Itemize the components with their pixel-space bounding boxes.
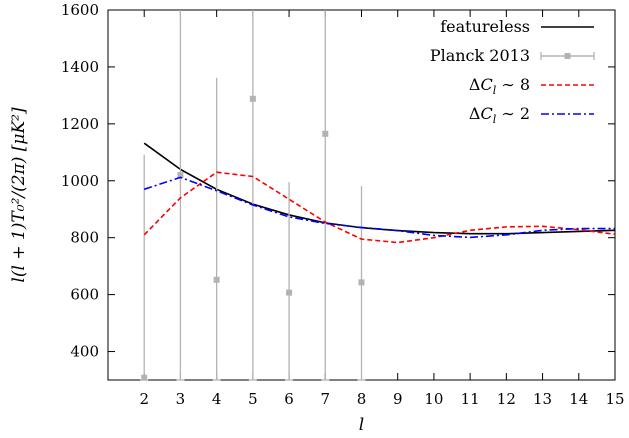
- axes: 2 3 4 5 6 7 8 9 10 11 12 13 14 15 400 600 800 1000 1200 140…: [61, 1, 625, 408]
- x-tick-label: 2: [139, 390, 149, 408]
- series-line: [143, 176, 615, 239]
- x-tick-label: 9: [393, 390, 403, 408]
- x-tick-label: 11: [461, 390, 480, 408]
- data-point: [322, 130, 329, 137]
- legend-label: ΔCl ∼ 2: [469, 104, 530, 126]
- x-tick-label: 4: [212, 390, 222, 408]
- y-tick-label: 400: [70, 343, 99, 361]
- y-tick-label: 1200: [61, 115, 99, 133]
- series-layer: [140, 10, 616, 381]
- data-point: [141, 374, 148, 381]
- data-point: [177, 172, 184, 179]
- series-line: [143, 142, 616, 235]
- legend-item-1: Planck 2013: [430, 46, 595, 65]
- y-tick-label: 600: [70, 286, 99, 304]
- x-tick-label: 6: [284, 390, 294, 408]
- series-line: [143, 171, 616, 244]
- data-point: [358, 279, 365, 286]
- y-tick-label: 1000: [61, 172, 99, 190]
- x-axis-label: l: [359, 415, 364, 435]
- legend-item-0: featureless: [440, 17, 594, 36]
- y-tick-label: 1600: [61, 1, 99, 19]
- legend-label: ΔCl ∼ 8: [469, 75, 530, 97]
- data-point: [249, 95, 256, 102]
- y-tick-label: 800: [70, 229, 99, 247]
- legend-item-2: ΔCl ∼ 8: [469, 75, 594, 97]
- data-point: [286, 289, 293, 296]
- series-0: [143, 142, 616, 235]
- x-tick-label: 7: [321, 390, 331, 408]
- x-tick-label: 15: [605, 390, 624, 408]
- x-tick-label: 13: [533, 390, 552, 408]
- legend-marker: [564, 53, 571, 59]
- legend-label: Planck 2013: [430, 46, 530, 65]
- series-2: [143, 171, 616, 244]
- x-tick-label: 3: [176, 390, 186, 408]
- x-tick-label: 5: [248, 390, 258, 408]
- x-tick-label: 10: [424, 390, 443, 408]
- legend-item-3: ΔCl ∼ 2: [469, 104, 594, 126]
- y-axis-label: l(l + 1)T₀²/(2π) [μK²]: [9, 107, 29, 283]
- y-axis-label-text: l(l + 1)T₀²/(2π) [μK²]: [9, 107, 29, 283]
- data-point: [213, 276, 220, 283]
- series-3: [143, 176, 615, 239]
- x-tick-label: 14: [569, 390, 588, 408]
- x-tick-label: 12: [497, 390, 516, 408]
- x-tick-label: 8: [357, 390, 367, 408]
- series-1: [140, 10, 366, 381]
- legend-label: featureless: [440, 17, 530, 36]
- legend: featureless Planck 2013 ΔCl ∼ 8 ΔCl ∼ 2: [430, 17, 595, 126]
- y-tick-label: 1400: [61, 58, 99, 76]
